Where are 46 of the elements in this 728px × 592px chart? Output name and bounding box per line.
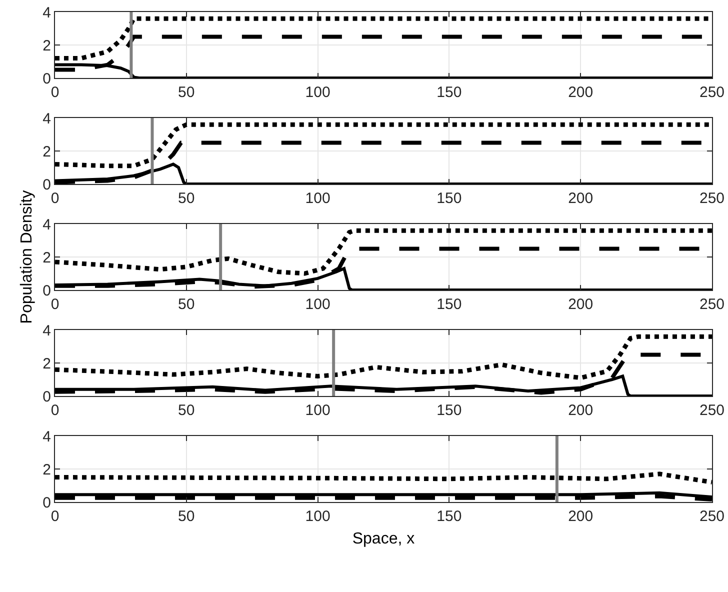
y-tick-label: 0 xyxy=(42,70,51,88)
x-tick-label: 250 xyxy=(699,402,725,419)
y-tick-label: 2 xyxy=(42,461,51,478)
x-tick-label: 150 xyxy=(436,402,462,419)
y-tick-label: 0 xyxy=(42,176,51,194)
x-tick-label: 150 xyxy=(436,296,462,313)
x-tick-label: 200 xyxy=(568,190,594,207)
line-series xyxy=(55,228,712,276)
x-tick-label: 50 xyxy=(178,402,195,419)
x-tick-label: 200 xyxy=(568,84,594,101)
y-tick-label: 4 xyxy=(42,322,51,340)
y-tick-label: 2 xyxy=(42,249,51,266)
y-tick-label: 4 xyxy=(42,216,51,234)
line-series xyxy=(55,334,712,380)
x-tick-label: 200 xyxy=(568,402,594,419)
y-tick-label: 0 xyxy=(42,494,51,512)
y-tick-label: 4 xyxy=(42,4,51,22)
y-tick-label: 2 xyxy=(42,355,51,372)
x-tick-label: 150 xyxy=(436,508,462,525)
y-axis-title: Population Density xyxy=(18,190,36,324)
x-tick-label: 250 xyxy=(699,508,725,525)
x-tick-label: 100 xyxy=(305,190,330,207)
x-tick-label: 50 xyxy=(178,190,195,207)
x-tick-label: 50 xyxy=(178,296,195,313)
x-axis-title: Space, x xyxy=(352,530,415,548)
x-tick-label: 250 xyxy=(699,190,725,207)
y-tick-label: 0 xyxy=(42,282,51,300)
x-tick-label: 50 xyxy=(178,84,195,101)
x-tick-label: 100 xyxy=(305,296,330,313)
y-tick-label: 4 xyxy=(42,428,51,446)
x-tick-label: 100 xyxy=(305,84,330,101)
y-tick-label: 4 xyxy=(42,110,51,128)
line-series xyxy=(55,472,712,484)
line-series xyxy=(55,122,712,168)
x-tick-label: 50 xyxy=(178,508,195,525)
x-tick-label: 250 xyxy=(699,296,725,313)
y-tick-label: 0 xyxy=(42,388,51,406)
x-tick-label: 200 xyxy=(568,296,594,313)
x-tick-label: 250 xyxy=(699,84,725,101)
x-tick-label: 100 xyxy=(305,508,330,525)
x-tick-label: 200 xyxy=(568,508,594,525)
y-tick-label: 2 xyxy=(42,143,51,160)
x-tick-label: 100 xyxy=(305,402,330,419)
y-tick-label: 2 xyxy=(42,37,51,54)
x-tick-label: 150 xyxy=(436,84,462,101)
x-tick-label: 150 xyxy=(436,190,462,207)
